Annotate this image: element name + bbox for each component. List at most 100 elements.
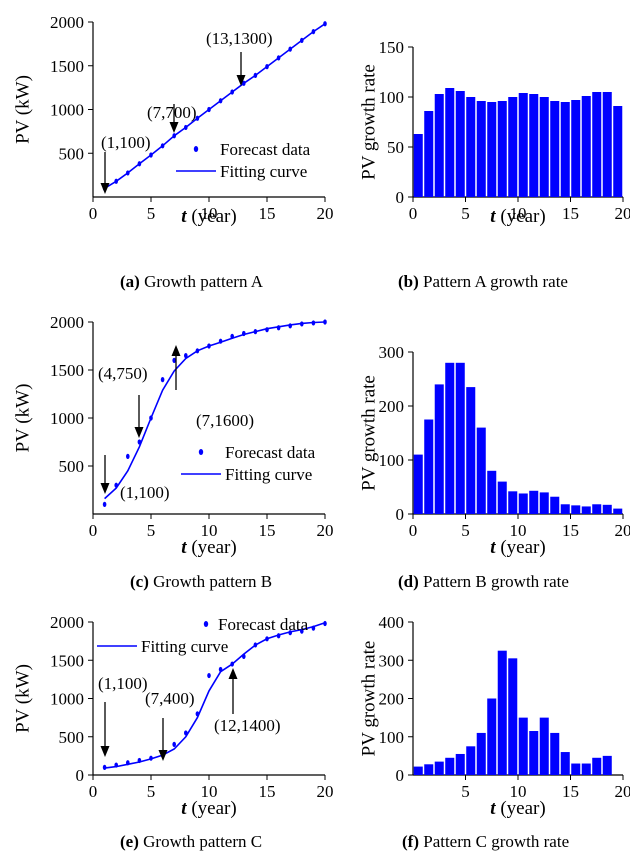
chart-c: 0 5 10 15 20 500 1000 1500 2000 t (year) PV (kW) (1… [12,313,333,558]
y-tick-label-a: 1500 [50,57,84,76]
bar-d [487,470,497,514]
x-tick-label-f: 15 [562,782,579,801]
bar-b [560,102,570,197]
x-axis-label-d: t (year) [490,537,545,558]
caption-a-text: Growth pattern A [139,272,264,291]
x-tick-label-e: 0 [89,782,98,801]
data-point-a [300,37,304,43]
legend-label-c: Forecast data [225,443,316,462]
x-tick-label-c: 0 [89,521,98,540]
data-point-e [184,730,188,736]
bar-b [571,100,581,197]
x-tick-label-d: 20 [615,521,630,540]
data-point-c [323,319,327,325]
bar-b [476,101,486,197]
data-point-c [265,327,269,333]
x-tick-label-d: 0 [409,521,418,540]
data-point-c [195,348,200,354]
fitting-curve-e [104,622,326,769]
data-point-e [114,762,118,768]
chart-b: 0 5 10 15 20 0 50 100 150 t (year) PV growth rate [358,38,630,227]
bar-d [571,505,581,514]
bar-f [455,753,465,775]
y-tick-label-a: 1000 [50,101,84,120]
x-tick-label-a: 10 [201,204,218,223]
data-point-a [218,98,223,104]
bar-b [602,92,612,197]
x-tick-label-c: 5 [147,521,156,540]
data-point-c [311,320,316,326]
y-tick-label-e: 0 [76,766,85,785]
y-tick-label-a: 500 [59,144,85,163]
y-tick-label-b: 150 [379,38,405,57]
y-axis-label-d: PV growth rate [358,375,379,491]
caption-d: (d) Pattern B growth rate [398,572,569,592]
data-point-e [265,636,269,642]
bar-f [581,763,591,775]
y-tick-label-e: 1500 [50,651,84,670]
annotation-arrow-c-head [100,483,110,494]
bar-f [476,732,486,775]
data-point-a [230,89,234,95]
bar-d [424,419,434,514]
fitting-curve-c [104,321,326,500]
data-point-e [218,666,223,673]
y-axis-label-b: PV growth rate [358,64,379,180]
data-point-c [288,323,293,329]
bar-b [550,101,560,197]
annotation-label-a: (13,1300) [206,29,273,48]
bar-f [529,731,539,775]
data-point-a [288,46,293,52]
annotation-arrow-e-head [100,746,110,757]
legend-marker-a [193,146,199,152]
data-point-a [137,161,142,167]
caption-f-letter: (f) [402,832,419,851]
data-point-e [311,625,316,631]
bar-d [550,496,560,514]
bar-b [434,94,444,197]
annotation-arrow-e-head [158,750,168,761]
y-tick-label-c: 2000 [50,313,84,332]
x-tick-label-e: 5 [147,782,156,801]
data-point-a [242,80,246,86]
data-point-e [172,741,176,748]
data-point-c [184,353,188,359]
caption-a-letter: (a) [120,272,140,291]
caption-e-text: Growth pattern C [138,832,263,851]
data-point-e [195,711,200,717]
data-point-e [323,620,327,627]
annotation-arrow-a-head [236,75,246,86]
annotation-label-a: (1,100) [101,133,151,152]
bar-f [413,766,423,775]
chart-a: 0 5 10 15 20 500 1000 1500 2000 t (year) PV (kW) (1… [12,13,333,227]
bar-f [592,757,602,775]
y-tick-label-f: 400 [379,613,405,632]
annotation-label-e: (12,1400) [214,716,281,735]
data-point-c [276,325,281,331]
bar-b [445,88,455,197]
annotation-arrow-a-head [100,183,110,194]
caption-b-text: Pattern A growth rate [418,272,568,291]
x-tick-label-d: 5 [461,521,470,540]
x-tick-label-d: 15 [562,521,579,540]
bar-d [413,454,423,514]
data-point-c [172,357,176,363]
annotation-arrow-e-head [228,668,238,679]
annotation-arrow-c-head [171,345,181,356]
bar-d [518,493,528,514]
bar-b [455,91,465,197]
y-axis-label-a: PV (kW) [12,75,33,144]
caption-a: (a) Growth pattern A [120,272,263,292]
data-point-a [195,115,200,121]
y-tick-label-f: 100 [379,728,405,747]
bar-f [518,717,528,775]
bar-f [487,698,497,775]
x-tick-label-b: 20 [615,204,630,223]
x-tick-label-b: 15 [562,204,579,223]
bar-d [455,362,465,514]
bar-d [602,504,612,514]
x-tick-label-f: 5 [461,782,470,801]
x-tick-label-c: 10 [201,521,218,540]
